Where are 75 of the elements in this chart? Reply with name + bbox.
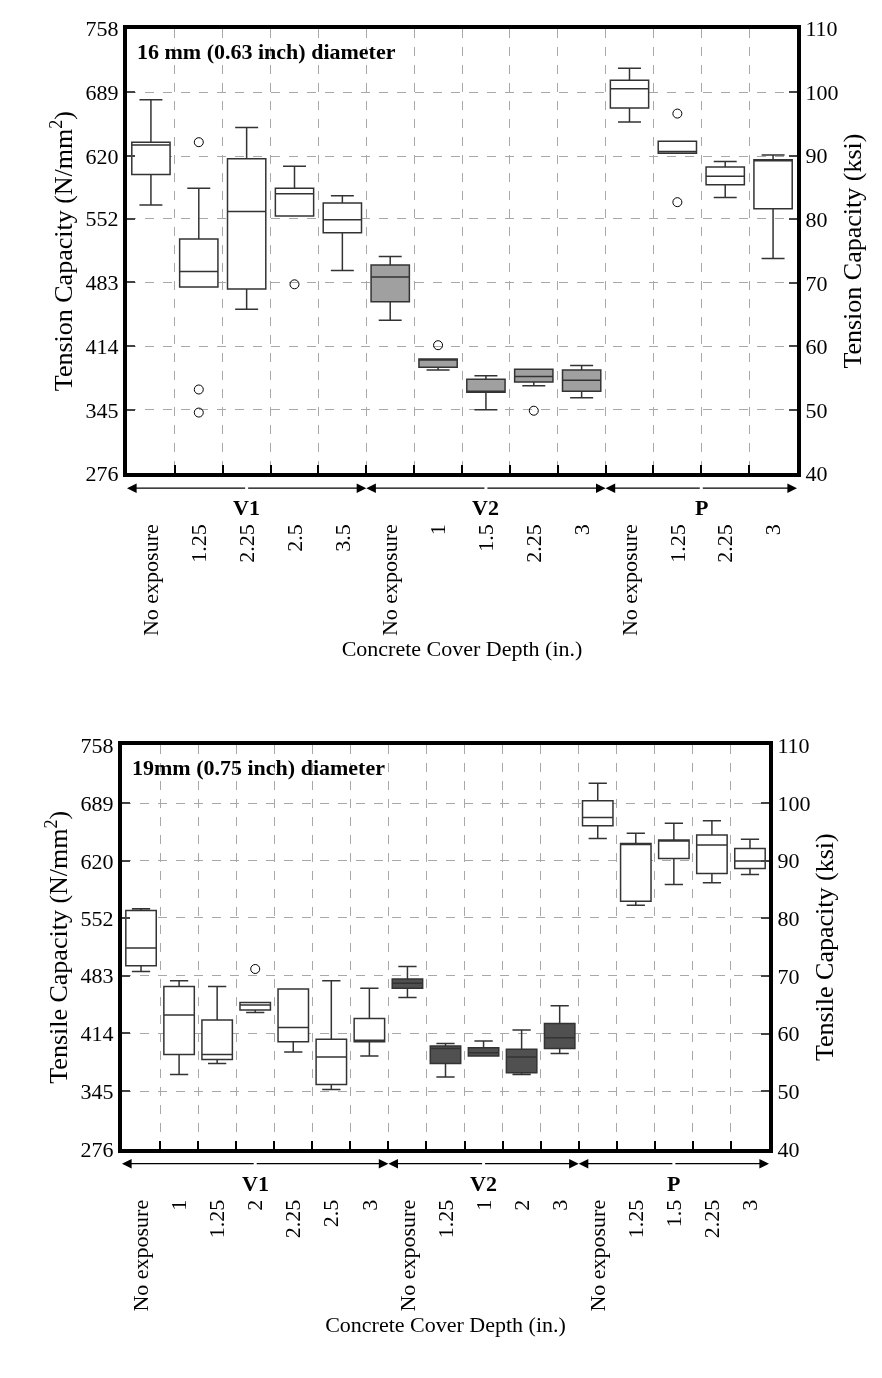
x-tick-label: 2.25 [712, 524, 738, 563]
x-tick-label: 2.25 [280, 1199, 306, 1239]
x-tick-label: 1 [470, 1199, 496, 1211]
y2-tick-label: 70 [777, 963, 800, 989]
y2-axis-title: Tensile Capacity (ksi) [809, 833, 839, 1062]
x-tick-label: 2 [508, 1199, 534, 1211]
y-tick-label: 345 [85, 397, 119, 423]
y2-tick-label: 90 [777, 848, 800, 874]
y-tick-label: 414 [85, 333, 119, 359]
x-tick-label: 1.25 [185, 524, 211, 563]
text: P [667, 1171, 681, 1196]
x-axis-title: Concrete Cover Depth (in.) [341, 636, 583, 662]
y2-tick-label: 40 [777, 1136, 800, 1162]
x-tick-label: 3.5 [329, 524, 355, 552]
x-tick-label: 2.5 [318, 1199, 344, 1228]
y-tick-label: 689 [80, 790, 114, 816]
y-tick-label: 620 [80, 848, 114, 874]
y-tick-label: 276 [80, 1136, 114, 1162]
y-tick-label: 758 [85, 16, 119, 42]
y2-tick-label: 90 [805, 143, 828, 169]
x-tick-label: 2.25 [233, 524, 259, 563]
y2-tick-label: 110 [777, 733, 810, 759]
text: V1 [242, 1171, 269, 1196]
x-tick-label: No exposure [138, 524, 164, 637]
x-tick-label: No exposure [584, 1199, 610, 1312]
x-tick-label: No exposure [128, 1199, 154, 1312]
x-tick-label: No exposure [377, 524, 403, 637]
y-tick-label: 414 [80, 1021, 114, 1047]
x-tick-label: 1.25 [622, 1199, 648, 1239]
y-tick-label: 689 [85, 80, 119, 106]
x-tick-label: 1.5 [473, 524, 499, 552]
y2-tick-label: 60 [805, 334, 828, 360]
x-tick-label: 1.25 [204, 1199, 230, 1239]
y-tick-label: 345 [80, 1078, 114, 1104]
x-tick-label: 1.25 [664, 524, 690, 563]
y2-tick-label: 100 [777, 790, 811, 816]
text: P [695, 495, 709, 520]
y2-tick-label: 110 [805, 16, 838, 42]
x-tick-label: 2.25 [699, 1199, 725, 1239]
y2-tick-label: 40 [805, 461, 828, 487]
x-axis-title: Concrete Cover Depth (in.) [325, 1311, 566, 1337]
x-tick-label: 3 [568, 524, 594, 536]
y2-tick-label: 80 [777, 906, 800, 932]
x-tick-label: 3 [737, 1199, 763, 1211]
y2-tick-label: 70 [805, 270, 828, 296]
y2-axis-title: Tension Capacity (ksi) [837, 133, 867, 369]
x-tick-label: 3 [546, 1199, 572, 1211]
y-tick-label: 552 [80, 905, 114, 931]
x-tick-label: No exposure [394, 1199, 420, 1312]
x-tick-label: 1.5 [661, 1199, 686, 1228]
x-tick-label: 3 [760, 524, 786, 536]
y2-tick-label: 100 [805, 79, 839, 105]
text: 16 mm (0.63 inch) diameter [137, 39, 396, 64]
x-tick-label: 1 [425, 524, 451, 536]
text: V2 [472, 495, 499, 520]
y-tick-label: 620 [85, 143, 119, 169]
text: 19mm (0.75 inch) diameter [132, 755, 386, 780]
y-tick-label: 276 [85, 461, 119, 487]
x-tick-label: 1.25 [432, 1199, 458, 1239]
y2-tick-label: 50 [805, 397, 828, 423]
x-tick-label: 3 [356, 1199, 382, 1211]
y-tick-label: 758 [80, 733, 114, 759]
text: V1 [233, 495, 260, 520]
text: V2 [470, 1171, 497, 1196]
y2-tick-label: 80 [805, 207, 828, 233]
y-tick-label: 483 [85, 270, 119, 296]
x-tick-label: 2.5 [281, 524, 307, 552]
x-tick-label: 2.25 [520, 524, 546, 563]
x-tick-label: 1 [166, 1199, 192, 1211]
y-tick-label: 483 [80, 963, 114, 989]
x-tick-label: No exposure [616, 524, 642, 637]
y2-tick-label: 50 [777, 1079, 800, 1105]
y2-tick-label: 60 [777, 1021, 800, 1047]
y-tick-label: 552 [85, 206, 119, 232]
x-tick-label: 2 [242, 1199, 268, 1211]
